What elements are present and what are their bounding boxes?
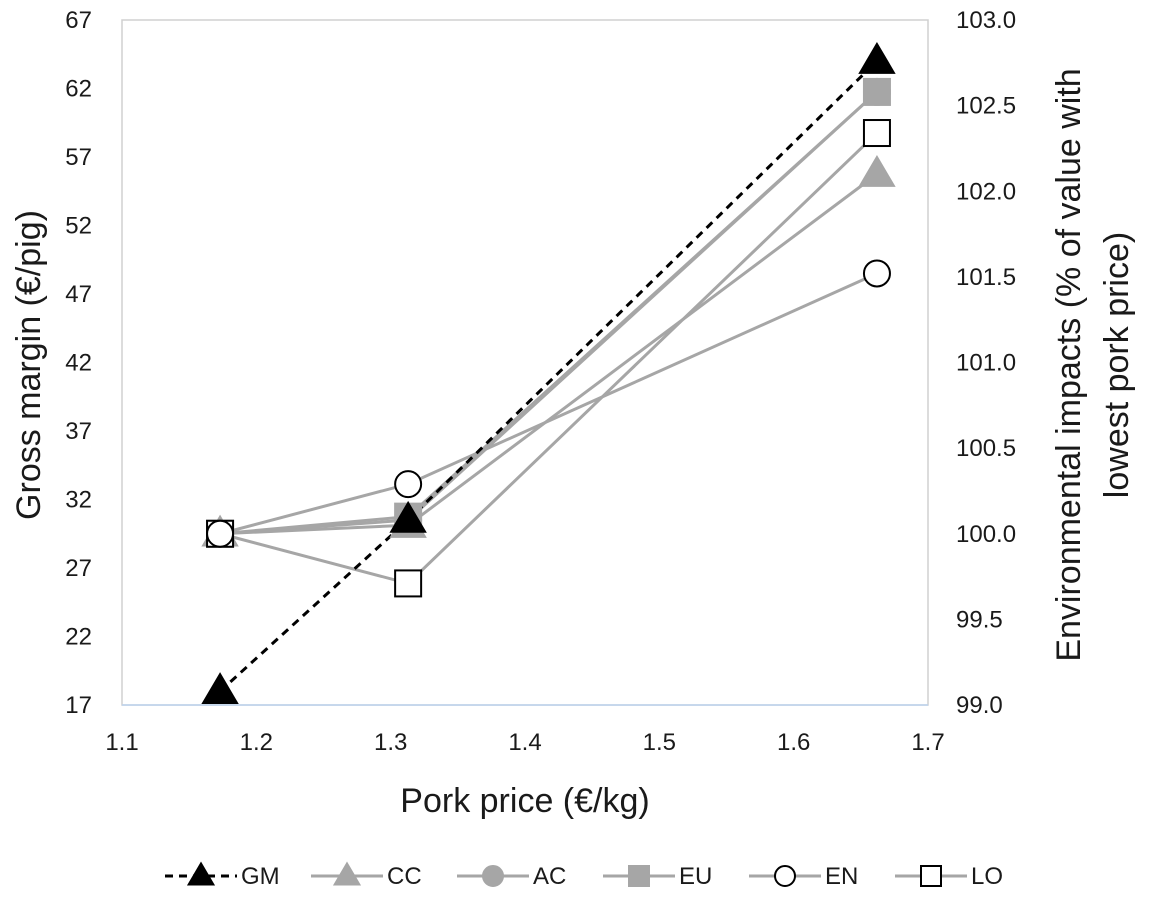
y-right-tick-label: 101.0	[956, 350, 1016, 377]
y-left-tick-label: 67	[65, 7, 92, 34]
data-point-cc	[858, 154, 896, 187]
data-point-eu	[862, 77, 891, 106]
y-left-tick-label: 52	[65, 213, 92, 240]
y-left-tick-label: 47	[65, 281, 92, 308]
x-tick-label: 1.1	[105, 729, 138, 756]
y-left-tick-label: 37	[65, 418, 92, 445]
legend-marker-lo	[920, 865, 942, 887]
data-point-gm	[201, 672, 239, 705]
x-tick-label: 1.7	[911, 729, 944, 756]
legend-marker-gm	[186, 861, 216, 886]
y-right-tick-label: 102.5	[956, 93, 1016, 120]
data-point-en	[394, 470, 423, 499]
x-axis-ticks: 1.1 1.2 1.3 1.4 1.5 1.6 1.7	[105, 729, 944, 756]
series-line-lo	[219, 131, 878, 586]
y-left-tick-label: 22	[65, 624, 92, 651]
data-point-gm	[389, 500, 427, 533]
y-right-axis-ticks: 99.0 99.5 100.0 100.5 101.0 101.5 102.0 102.5 10…	[956, 7, 1016, 719]
x-tick-label: 1.4	[508, 729, 541, 756]
legend-label-cc: CC	[387, 863, 422, 890]
series-lines	[219, 60, 879, 693]
plot-border	[121, 19, 929, 706]
data-point-en	[206, 519, 235, 548]
data-point-en	[862, 259, 891, 288]
x-tick-label: 1.5	[643, 729, 676, 756]
y-right-axis-title-line-2: lowest pork price)	[1098, 232, 1136, 498]
series-markers	[201, 41, 896, 705]
y-right-tick-label: 99.0	[956, 692, 1003, 719]
y-right-tick-label: 100.5	[956, 435, 1016, 462]
y-left-tick-label: 57	[65, 144, 92, 171]
y-left-tick-label: 62	[65, 76, 92, 103]
y-left-tick-label: 42	[65, 350, 92, 377]
data-point-gm	[858, 41, 896, 74]
y-left-tick-label: 32	[65, 487, 92, 514]
x-tick-label: 1.3	[374, 729, 407, 756]
series-line-gm	[219, 60, 879, 693]
y-left-axis-ticks: 17 22 27 32 37 42 47 52 57 62 67	[65, 7, 92, 719]
y-right-tick-label: 102.0	[956, 178, 1016, 205]
y-right-tick-label: 101.5	[956, 264, 1016, 291]
legend-marker-en	[774, 865, 796, 887]
x-tick-label: 1.6	[777, 729, 810, 756]
x-axis-title: Pork price (€/kg)	[400, 782, 649, 820]
legend-label-ac: AC	[533, 863, 566, 890]
legend-marker-cc	[332, 861, 362, 886]
x-tick-label: 1.2	[240, 729, 273, 756]
legend-marker-eu	[628, 865, 650, 887]
y-left-tick-label: 27	[65, 555, 92, 582]
y-right-axis-title-line-1: Environmental impacts (% of value with	[1050, 68, 1088, 661]
legend-marker-ac	[482, 865, 504, 887]
y-left-tick-label: 17	[65, 692, 92, 719]
y-right-tick-label: 103.0	[956, 7, 1016, 34]
legend-label-en: EN	[825, 863, 858, 890]
plot-area	[121, 19, 929, 706]
y-right-tick-label: 100.0	[956, 521, 1016, 548]
data-point-lo	[862, 119, 891, 148]
series-line-en	[219, 272, 878, 536]
y-left-axis-title: Gross margin (€/pig)	[10, 210, 48, 520]
legend-label-eu: EU	[679, 863, 712, 890]
legend-label-gm: GM	[241, 863, 280, 890]
data-point-lo	[394, 569, 423, 598]
legend: GM CC AC EU EN LO	[165, 861, 1003, 890]
y-right-tick-label: 99.5	[956, 606, 1003, 633]
legend-label-lo: LO	[971, 863, 1003, 890]
